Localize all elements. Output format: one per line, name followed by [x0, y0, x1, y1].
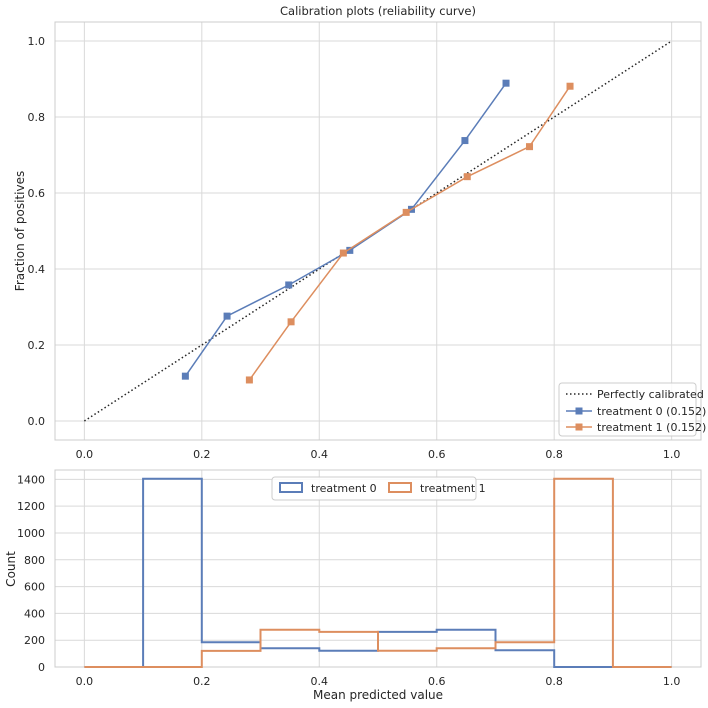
histogram-y-tick-label: 1200 — [17, 500, 45, 513]
legend-hist-treatment-0-swatch — [279, 482, 303, 493]
calibration-y-tick-label: 0.8 — [28, 111, 46, 124]
calibration-point-treatment-0 — [461, 137, 469, 145]
histogram-x-tick-label: 0.8 — [545, 675, 563, 688]
histogram-series — [84, 477, 672, 668]
histogram-y-tick-label: 1400 — [17, 473, 45, 486]
histogram-y-tick-label: 800 — [24, 554, 45, 567]
calibration-title: Calibration plots (reliability curve) — [280, 4, 476, 18]
histogram-frame — [54, 469, 702, 668]
histogram-y-tick-label: 1000 — [17, 527, 45, 540]
calibration-x-tick-label: 1.0 — [663, 448, 681, 461]
calibration-legend-box — [558, 382, 697, 437]
histogram-x-label: Mean predicted value — [313, 688, 443, 702]
calibration-line-treatment-1 — [248, 85, 571, 381]
calibration-y-tick-label: 0.4 — [28, 263, 46, 276]
calibration-grid — [55, 22, 701, 440]
histogram-plot: 0.0 0.2 0.4 0.6 0.8 1.0 0 200 400 600 800 1000 1200… — [4, 469, 702, 702]
calibration-point-treatment-0 — [502, 79, 510, 87]
calibration-point-treatment-0 — [346, 246, 354, 254]
histogram-y-tick-label: 0 — [38, 661, 45, 674]
histogram-legend-box — [271, 476, 477, 501]
legend-hist-treatment-0-label: treatment 0 — [311, 482, 377, 495]
calibration-x-tick-label: 0.4 — [311, 448, 329, 461]
histogram-legend: treatment 0 treatment 1 — [271, 476, 486, 501]
calibration-x-tick-label: 0.2 — [193, 448, 211, 461]
calibration-point-treatment-1 — [463, 173, 471, 181]
calibration-y-tick-label: 0.2 — [28, 339, 46, 352]
calibration-series-treatment-1 — [245, 82, 574, 384]
calibration-x-tick-label: 0.6 — [428, 448, 446, 461]
calibration-line-treatment-0 — [184, 82, 507, 377]
legend-treatment-1-marker — [575, 423, 583, 431]
legend-perfectly-calibrated: Perfectly calibrated — [597, 388, 704, 401]
calibration-point-treatment-1 — [526, 143, 534, 151]
calibration-point-treatment-1 — [339, 249, 347, 257]
perfectly-calibrated-line — [83, 40, 673, 422]
histogram-x-tick-label: 1.0 — [663, 675, 681, 688]
legend-treatment-0-label: treatment 0 (0.152) — [597, 405, 706, 418]
calibration-y-ticks: 0.0 0.2 0.4 0.6 0.8 1.0 — [28, 35, 46, 428]
histogram-y-label: Count — [4, 551, 18, 587]
calibration-series-treatment-0 — [181, 79, 510, 380]
calibration-y-tick-label: 0.6 — [28, 187, 46, 200]
calibration-frame — [54, 21, 702, 441]
calibration-y-tick-label: 0.0 — [28, 415, 46, 428]
legend-hist-treatment-1-label: treatment 1 — [420, 482, 486, 495]
calibration-point-treatment-1 — [566, 82, 574, 90]
calibration-plot: Calibration plots (reliability curve) 0.… — [13, 4, 706, 461]
calibration-x-tick-label: 0.8 — [545, 448, 563, 461]
histogram-x-tick-label: 0.2 — [193, 675, 211, 688]
histogram-y-tick-label: 200 — [24, 634, 45, 647]
histogram-x-tick-label: 0.0 — [76, 675, 94, 688]
calibration-legend: Perfectly calibrated treatment 0 (0.152)… — [558, 382, 706, 437]
calibration-point-treatment-1 — [245, 376, 253, 384]
legend-hist-treatment-1-swatch — [388, 482, 412, 493]
histogram-y-ticks: 0 200 400 600 800 1000 1200 1400 — [17, 473, 45, 674]
calibration-y-label: Fraction of positives — [13, 171, 27, 291]
calibration-x-tick-label: 0.0 — [76, 448, 94, 461]
calibration-series — [181, 79, 574, 384]
perfect-calibration-line — [83, 40, 673, 422]
calibration-point-treatment-1 — [287, 318, 295, 326]
histogram-series-treatment-1 — [84, 477, 672, 668]
calibration-x-ticks: 0.0 0.2 0.4 0.6 0.8 1.0 — [76, 448, 681, 461]
histogram-y-tick-label: 400 — [24, 607, 45, 620]
calibration-point-treatment-0 — [181, 372, 189, 380]
histogram-y-tick-label: 600 — [24, 581, 45, 594]
legend-treatment-0-marker — [575, 407, 583, 415]
histogram-x-ticks: 0.0 0.2 0.4 0.6 0.8 1.0 — [76, 675, 681, 688]
calibration-point-treatment-0 — [223, 312, 231, 320]
calibration-y-tick-label: 1.0 — [28, 35, 46, 48]
calibration-point-treatment-0 — [285, 281, 293, 289]
legend-treatment-1-label: treatment 1 (0.152) — [597, 421, 706, 434]
histogram-step-treatment-1 — [84, 477, 672, 668]
histogram-x-tick-label: 0.4 — [311, 675, 329, 688]
calibration-point-treatment-1 — [402, 208, 410, 216]
histogram-x-tick-label: 0.6 — [428, 675, 446, 688]
